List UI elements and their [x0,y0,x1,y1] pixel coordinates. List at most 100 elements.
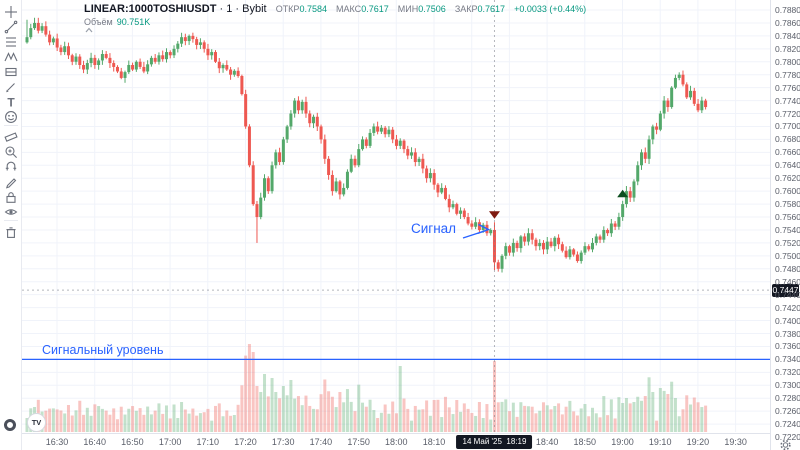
tool-emoji-icon[interactable] [4,110,18,124]
symbol-row: LINEAR:1000TOSHIUSDT · 1 · Bybit ОТКР0.7… [84,3,586,16]
price-axis-label: 0.7860 [775,17,800,28]
chart-canvas[interactable] [22,0,770,433]
tool-long-position-icon[interactable] [4,65,18,79]
tool-crosshair-icon[interactable] [4,5,18,19]
open-label: ОТКР [275,4,300,14]
time-axis-label: 19:20 [686,437,710,447]
price-axis-label: 0.7360 [775,341,800,352]
time-axis-label: 18:50 [573,437,597,447]
axis-settings-gear-icon[interactable] [779,438,792,450]
time-axis-label: 16:50 [121,437,144,447]
price-axis-label: 0.7300 [775,380,800,391]
time-axis-label: 17:50 [347,437,370,447]
volume-label: Объём [84,17,113,27]
svg-text:T: T [7,96,15,110]
open-value: 0.7584 [299,4,327,14]
price-axis-label: 0.7600 [775,186,800,197]
time-axis-label: 19:10 [648,437,672,447]
signal-annotation-label[interactable]: Сигнал [411,221,457,236]
price-axis-label: 0.7440 [775,289,800,300]
time-axis-label: 18:10 [422,437,446,447]
price-axis-label: 0.7800 [775,56,800,67]
annotations [22,189,770,360]
volume-row: Объём 90.751K [84,17,586,33]
tradingview-logo[interactable]: TV [27,413,46,432]
time-axis-label: 18:40 [535,437,559,447]
price-axis-label: 0.7660 [775,147,800,158]
price-axis-label: 0.7480 [775,263,800,274]
price-axis-label: 0.7580 [775,199,800,210]
price-axis-label: 0.7760 [775,82,800,93]
crosshair-time-badge: 14 Май '25 18:19 [456,435,533,449]
tool-zoom-in-icon[interactable] [4,145,18,159]
close-value: 0.7617 [477,4,506,14]
tool-trash-icon[interactable] [4,225,18,239]
time-axis-label: 17:00 [158,437,182,447]
time-axis-label: 17:20 [234,437,257,447]
interval-label[interactable]: 1 [226,3,233,15]
price-axis-label: 0.7620 [775,173,800,184]
price-axis-label: 0.7560 [775,212,800,223]
high-value: 0.7617 [361,4,389,14]
grid-lines [22,0,770,432]
sell-marker-icon[interactable] [488,211,500,219]
toolbar-bottom-icon[interactable] [4,419,16,431]
tool-lock-icon[interactable] [4,190,18,204]
time-axis-label: 16:40 [83,437,106,447]
tool-xabcd-pattern-icon[interactable] [4,50,18,64]
price-axis-label: 0.7280 [775,393,800,404]
price-axis-label: 0.7460 [775,276,800,287]
time-axis-label: 19:30 [724,437,747,447]
tool-text-icon[interactable]: T [4,95,18,110]
price-axis-label: 0.7680 [775,134,800,145]
tool-brush-icon[interactable] [4,80,18,94]
time-axis-label: 17:30 [271,437,295,447]
signal-level-label[interactable]: Сигнальный уровень [42,343,164,357]
price-axis-label: 0.7520 [775,237,800,248]
price-axis-label: 0.7220 [775,432,800,443]
price-axis-label: 0.7640 [775,160,800,171]
price-axis-label: 0.7820 [775,43,800,54]
price-axis-label: 0.7380 [775,328,800,339]
buy-marker-icon[interactable] [617,189,629,198]
tool-trend-line-icon[interactable] [4,20,18,34]
symbol-title[interactable]: LINEAR:1000TOSHIUSDT [84,3,217,15]
price-axis-label: 0.7540 [775,224,800,235]
price-axis-label: 0.7320 [775,367,800,378]
price-axis-label: 0.7260 [775,406,800,417]
price-axis-label: 0.7740 [775,95,800,106]
toolbar-separator [4,125,18,126]
time-axis-label: 17:40 [309,437,333,447]
price-axis-label: 0.7500 [775,250,800,261]
price-axis-label: 0.7880 [775,5,800,15]
price-axis-label: 0.7240 [775,419,800,430]
time-axis-label: 19:00 [611,437,634,447]
time-axis-label: 18:00 [385,437,408,447]
tool-measure-icon[interactable] [4,130,18,144]
crosshair-price-badge: 0.7447 [772,283,799,297]
toolbar-separator [4,220,18,221]
time-axis-label: 16:30 [45,437,69,447]
low-value: 0.7506 [418,4,446,14]
price-axis-label: 0.7700 [775,121,800,132]
chart-area: LINEAR:1000TOSHIUSDT · 1 · Bybit ОТКР0.7… [22,0,770,450]
high-label: МАКС [336,4,362,14]
tool-drawing-icon[interactable] [4,175,18,189]
signal-arrow-head [477,223,491,235]
separator: · [219,3,224,15]
close-label: ЗАКР [454,4,478,14]
tool-magnet-icon[interactable] [4,160,18,174]
change-value: +0.0033 (+0.44%) [514,4,587,14]
volume-value: 90.751K [116,17,151,27]
price-axis[interactable]: 0.7447 0.7880 0.7860 0.7840 0.7820 0.7800 0.7… [770,0,800,450]
separator: · [235,3,240,15]
price-axis-label: 0.7840 [775,30,800,41]
collapse-pane-icon[interactable] [85,25,93,35]
tool-eye-icon[interactable] [4,205,18,219]
time-axis-label: 17:10 [196,437,220,447]
price-axis-label: 0.7780 [775,69,800,80]
time-axis[interactable]: 16:30 16:40 16:50 17:00 17:10 17:20 17:30 17:40… [22,433,770,450]
price-axis-label: 0.7720 [775,108,800,119]
tool-fib-retracement-icon[interactable] [4,35,18,49]
